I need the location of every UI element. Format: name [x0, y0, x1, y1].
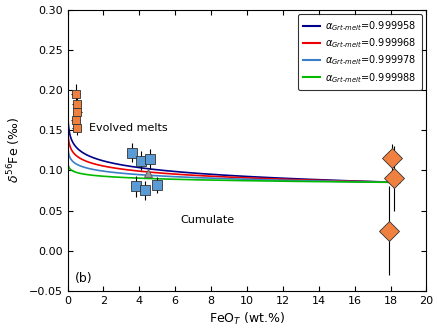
X-axis label: FeO$_{T}$ (wt.%): FeO$_{T}$ (wt.%)	[208, 311, 284, 327]
Legend: $\alpha_{Grt\text{-}melt}$=0.999958, $\alpha_{Grt\text{-}melt}$=0.999968, $\alph: $\alpha_{Grt\text{-}melt}$=0.999958, $\a…	[297, 14, 420, 90]
Text: Evolved melts: Evolved melts	[89, 123, 167, 133]
Y-axis label: $\delta^{56}$Fe (‰): $\delta^{56}$Fe (‰)	[6, 117, 23, 183]
Text: (b): (b)	[74, 272, 92, 285]
Text: Cumulate: Cumulate	[180, 215, 234, 225]
